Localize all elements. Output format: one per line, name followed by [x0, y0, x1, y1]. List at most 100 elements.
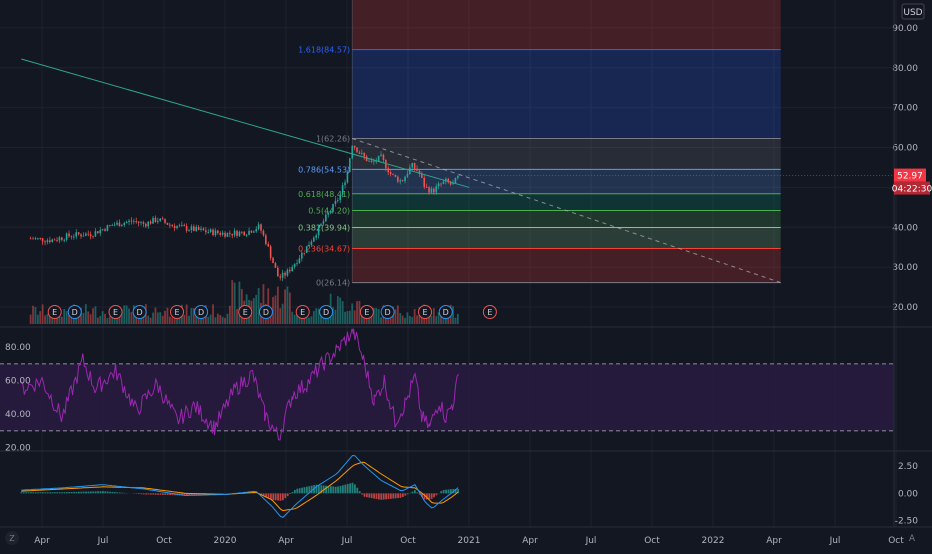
event-badge-letter: D — [198, 308, 204, 317]
macd-histogram-bar — [352, 483, 354, 494]
macd-histogram-bar — [73, 492, 75, 493]
volume-bar — [414, 309, 416, 324]
candle-body — [327, 213, 329, 215]
volume-bar — [356, 301, 358, 324]
volume-bar — [32, 306, 34, 324]
candle-body — [87, 234, 89, 235]
candle-body — [275, 263, 277, 268]
volume-bar — [191, 308, 193, 324]
candle-body — [111, 225, 113, 226]
candle-body — [397, 177, 399, 182]
candle-body — [138, 222, 140, 223]
auto-scale-button[interactable]: A — [909, 534, 916, 544]
macd-histogram-bar — [104, 491, 106, 493]
candle-body — [191, 226, 193, 230]
candle-body — [176, 226, 178, 228]
candle-body — [35, 238, 37, 239]
candle-body — [323, 221, 325, 223]
event-badge-letter: D — [263, 308, 269, 317]
candle-body — [291, 267, 293, 271]
macd-histogram-bar — [373, 493, 375, 498]
macd-histogram-bar — [330, 486, 332, 493]
candle-body — [325, 215, 327, 222]
macd-histogram-bar — [44, 492, 46, 493]
event-badge-letter: E — [300, 308, 305, 317]
macd-histogram-bar — [371, 493, 373, 498]
candle-body — [78, 232, 80, 234]
candle-body — [212, 229, 214, 235]
candle-body — [167, 223, 169, 225]
macd-histogram-bar — [109, 492, 111, 494]
volume-bar — [315, 308, 317, 324]
macd-histogram-bar — [85, 492, 87, 494]
candle-body — [399, 180, 401, 181]
macd-histogram-bar — [157, 493, 159, 494]
macd-histogram-bar — [325, 486, 327, 494]
macd-histogram-bar — [270, 493, 272, 499]
candle-body — [236, 231, 238, 236]
candle-body — [383, 155, 385, 160]
last-price-value: 52.97 — [897, 172, 923, 182]
candle-body — [306, 246, 308, 252]
macd-histogram-bar — [296, 489, 298, 494]
volume-bar — [97, 318, 99, 324]
candle-body — [193, 226, 195, 230]
bar-countdown-value: 04:22:30 — [892, 185, 932, 195]
candle-body — [164, 219, 166, 223]
macd-histogram-bar — [162, 493, 164, 495]
candle-body — [392, 174, 394, 175]
candle-body — [73, 237, 75, 238]
candle-body — [390, 172, 392, 174]
macd-histogram-bar — [47, 492, 49, 493]
candle-body — [263, 231, 265, 236]
volume-bar — [95, 306, 97, 324]
volume-bar — [282, 304, 284, 324]
time-axis-label: Jul — [585, 536, 597, 546]
candle-body — [68, 234, 70, 237]
macd-histogram-bar — [112, 492, 114, 493]
macd-histogram-bar — [294, 490, 296, 493]
volume-bar — [395, 309, 397, 324]
currency-label[interactable]: USD — [903, 8, 922, 18]
candle-body — [85, 234, 87, 236]
macd-histogram-bar — [61, 492, 63, 493]
fibonacci-extension[interactable]: 1.618(84.57)1(62.26)0.786(54.53)0.618(48… — [298, 0, 781, 288]
candle-body — [351, 146, 353, 159]
volume-bar — [351, 303, 353, 324]
candle-body — [169, 225, 171, 226]
volume-bar — [167, 308, 169, 324]
macd-histogram-bar — [121, 493, 123, 494]
macd-histogram-bar — [80, 492, 82, 494]
candle-body — [104, 229, 106, 231]
timezone-button-label[interactable]: Z — [9, 534, 15, 543]
volume-bar — [171, 318, 173, 324]
candle-body — [107, 225, 109, 231]
volume-bar — [85, 304, 87, 324]
volume-bar — [234, 283, 236, 324]
candle-body — [318, 226, 320, 236]
candle-body — [116, 223, 118, 225]
volume-bar — [435, 316, 437, 324]
candle-body — [299, 258, 301, 263]
candle-body — [378, 156, 380, 161]
macd-histogram-bar — [35, 492, 37, 493]
macd-histogram-bar — [119, 492, 121, 493]
candle-body — [287, 270, 289, 276]
volume-bar — [90, 314, 92, 324]
event-badge-letter: D — [385, 308, 391, 317]
macd-histogram-bar — [361, 493, 363, 494]
macd-histogram-bar — [445, 490, 447, 494]
volume-bar — [157, 312, 159, 324]
macd-histogram-bar — [306, 487, 308, 494]
candle-body — [152, 218, 154, 224]
candle-body — [407, 174, 409, 177]
volume-bar — [294, 315, 296, 324]
volume-bar — [35, 307, 37, 324]
volume-bar — [104, 314, 106, 324]
candle-body — [198, 227, 200, 230]
candle-body — [63, 240, 65, 241]
macd-histogram-bar — [150, 493, 152, 494]
candle-body — [337, 200, 339, 201]
